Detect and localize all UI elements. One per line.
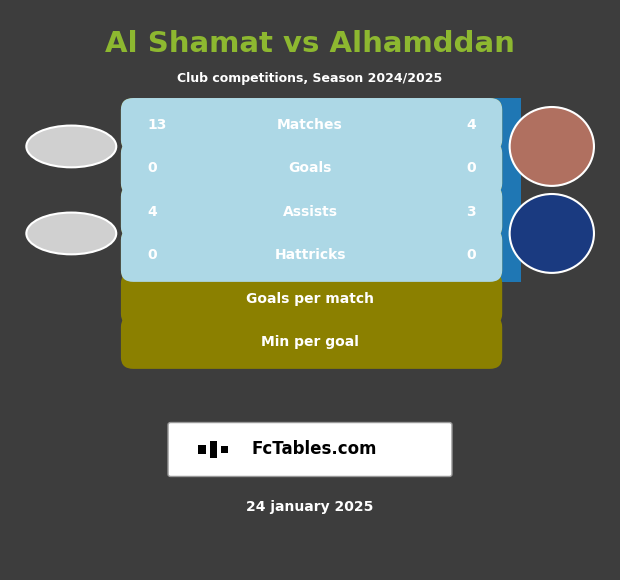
Circle shape — [510, 107, 594, 186]
Text: Min per goal: Min per goal — [261, 335, 359, 349]
FancyBboxPatch shape — [121, 98, 502, 151]
FancyBboxPatch shape — [121, 142, 502, 195]
FancyBboxPatch shape — [121, 229, 502, 282]
Text: 24 january 2025: 24 january 2025 — [246, 501, 374, 514]
Text: Assists: Assists — [283, 205, 337, 219]
Text: Goals: Goals — [288, 161, 332, 175]
Ellipse shape — [26, 213, 117, 254]
Text: 4: 4 — [147, 205, 157, 219]
FancyBboxPatch shape — [121, 272, 502, 325]
FancyBboxPatch shape — [121, 316, 502, 369]
Bar — [210, 441, 217, 458]
Bar — [406, 98, 521, 151]
Bar — [312, 229, 521, 282]
Bar — [198, 445, 206, 454]
Text: 0: 0 — [466, 161, 476, 175]
Text: FcTables.com: FcTables.com — [251, 440, 376, 459]
Bar — [221, 446, 228, 453]
Text: 0: 0 — [147, 161, 157, 175]
Text: 0: 0 — [147, 248, 157, 262]
Bar — [312, 142, 521, 195]
Text: 13: 13 — [147, 118, 166, 132]
FancyBboxPatch shape — [121, 98, 502, 151]
Ellipse shape — [26, 126, 117, 167]
Text: 3: 3 — [466, 205, 476, 219]
FancyBboxPatch shape — [168, 422, 452, 477]
Text: Goals per match: Goals per match — [246, 292, 374, 306]
Circle shape — [510, 194, 594, 273]
Text: 4: 4 — [466, 118, 476, 132]
FancyBboxPatch shape — [121, 229, 502, 282]
Text: Hattricks: Hattricks — [274, 248, 346, 262]
FancyBboxPatch shape — [121, 142, 502, 195]
Text: Matches: Matches — [277, 118, 343, 132]
Text: Club competitions, Season 2024/2025: Club competitions, Season 2024/2025 — [177, 72, 443, 85]
FancyBboxPatch shape — [121, 185, 502, 238]
Bar — [337, 185, 521, 238]
Text: Al Shamat vs Alhamddan: Al Shamat vs Alhamddan — [105, 30, 515, 57]
FancyBboxPatch shape — [121, 185, 502, 238]
Text: 0: 0 — [466, 248, 476, 262]
